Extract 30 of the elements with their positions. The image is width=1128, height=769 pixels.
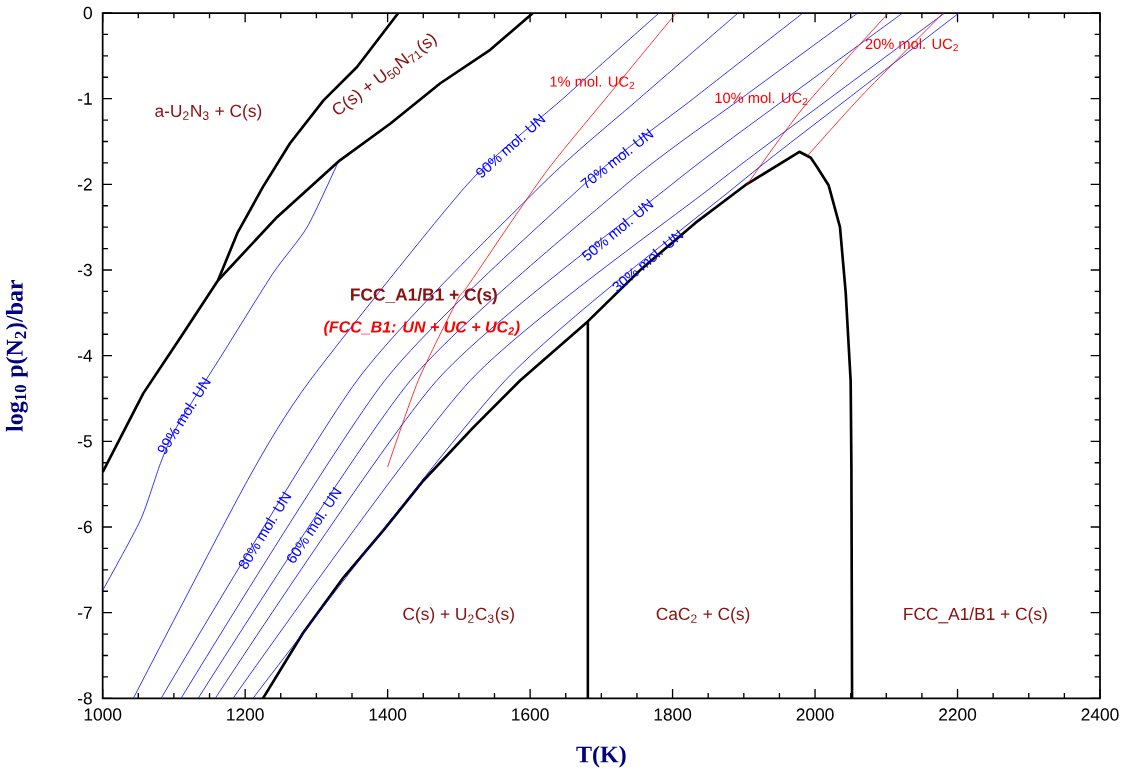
annotation: FCC_A1/B1 + C(s) [351,287,497,305]
y-tick-label: 0 [83,6,92,20]
x-axis-title: T(K) [576,745,626,768]
x-tick-label: 1000 [84,708,122,721]
y-tick-label: -5 [77,435,92,448]
y-tick-label: -2 [77,178,92,191]
series-label: 10% mol. UC$_{2}$ [715,92,808,106]
x-tick-label: 1600 [512,708,549,721]
y-tick-label: -6 [77,520,92,534]
annotation: FCC_A1/B1 + C(s) [904,607,1047,624]
annotation: (FCC_B1: UN + UC + UC$_{2}$) [324,320,520,336]
x-tick-label: 1400 [369,708,407,721]
x-tick-label: 2400 [1081,708,1119,721]
y-tick-label: -8 [77,692,92,705]
y-tick-label: -3 [77,263,92,277]
y-axis-title: log$_{10}$ p(N$_{2}$)/bar [5,279,28,432]
annotation: C(s) + U$_{2}$C$_{3}$(s) [403,607,514,624]
series-label: 1% mol. UC$_{2}$ [550,76,635,89]
x-tick-label: 1200 [227,708,264,721]
annotation: CaC$_{2}$ + C(s) [656,607,750,624]
text: 70% mol. UN [580,128,654,189]
x-tick-label: 2000 [796,708,834,721]
x-tick-label: 2200 [939,708,977,721]
y-tick-label: -4 [77,349,93,362]
y-tick-label: -1 [77,92,92,105]
y-tick-label: -7 [77,606,92,619]
annotation: C(s) + U$_{50}$N$_{71}$(s) [332,33,437,115]
x-tick-label: 1800 [654,708,692,721]
annotation: a-U$_{2}$N$_{3}$ + C(s) [155,104,262,121]
text: 90% mol. UN [476,113,546,178]
